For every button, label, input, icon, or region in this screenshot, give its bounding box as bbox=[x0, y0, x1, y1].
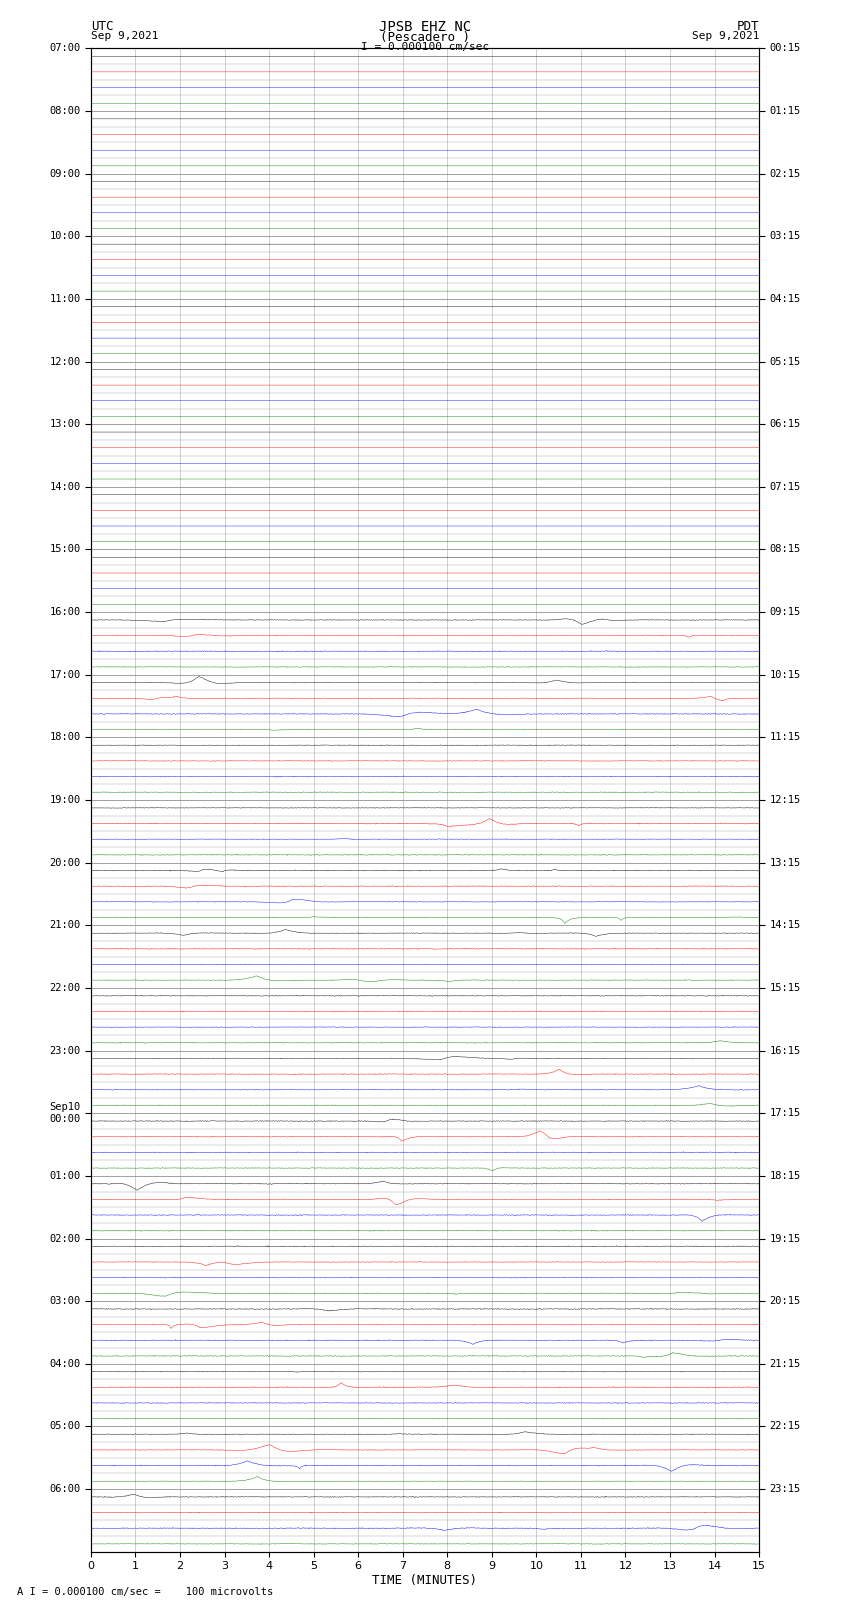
Text: I = 0.000100 cm/sec: I = 0.000100 cm/sec bbox=[361, 42, 489, 52]
Text: Sep 9,2021: Sep 9,2021 bbox=[692, 31, 759, 40]
Text: Sep 9,2021: Sep 9,2021 bbox=[91, 31, 158, 40]
Text: JPSB EHZ NC: JPSB EHZ NC bbox=[379, 19, 471, 34]
Text: UTC: UTC bbox=[91, 19, 113, 34]
Text: A I = 0.000100 cm/sec =    100 microvolts: A I = 0.000100 cm/sec = 100 microvolts bbox=[17, 1587, 273, 1597]
Text: PDT: PDT bbox=[737, 19, 759, 34]
Text: (Pescadero ): (Pescadero ) bbox=[380, 31, 470, 44]
X-axis label: TIME (MINUTES): TIME (MINUTES) bbox=[372, 1574, 478, 1587]
